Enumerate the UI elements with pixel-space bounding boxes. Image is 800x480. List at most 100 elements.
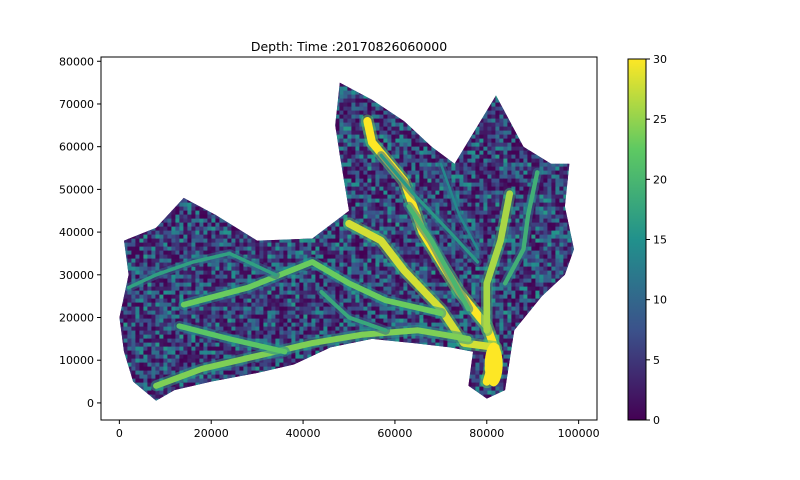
depth-cell [299,106,304,111]
depth-cell [403,214,408,219]
depth-cell [195,126,200,131]
depth-cell [211,226,216,231]
depth-cell [435,154,440,159]
depth-cell [215,210,220,215]
depth-cell [207,162,212,167]
depth-cell [119,202,124,207]
depth-cell [119,166,124,171]
depth-cell [155,130,160,135]
depth-cell [299,98,304,103]
depth-cell [139,98,144,103]
depth-cell [547,114,552,119]
depth-cell [371,242,376,247]
depth-cell [567,170,572,175]
depth-cell [179,210,184,215]
depth-cell [383,222,388,227]
depth-cell [511,86,516,91]
depth-cell [275,222,280,227]
depth-cell [459,186,464,191]
depth-cell [235,162,240,167]
depth-cell [331,242,336,247]
depth-cell [235,130,240,135]
depth-cell [427,94,432,99]
depth-cell [195,162,200,167]
depth-cell [159,154,164,159]
depth-cell [231,82,236,87]
depth-cell [415,254,420,259]
depth-cell [387,142,392,147]
depth-cell [183,150,188,155]
depth-cell [535,122,540,127]
depth-cell [143,246,148,251]
depth-cell [407,226,412,231]
depth-cell [551,174,556,179]
depth-cell [187,114,192,119]
depth-cell [219,110,224,115]
depth-cell [543,82,548,87]
depth-cell [179,238,184,243]
depth-cell [403,134,408,139]
depth-cell [195,218,200,223]
depth-cell [135,122,140,127]
depth-cell [475,210,480,215]
depth-cell [343,118,348,123]
depth-cell [195,246,200,251]
depth-cell [319,214,324,219]
depth-cell [131,102,136,107]
depth-cell [251,162,256,167]
depth-cell [271,134,276,139]
depth-cell [443,106,448,111]
depth-cell [271,130,276,135]
depth-cell [391,86,396,91]
depth-cell [559,222,564,227]
depth-cell [503,182,508,187]
depth-cell [235,194,240,199]
depth-cell [439,246,444,251]
depth-cell [299,94,304,99]
depth-cell [511,142,516,147]
depth-cell [447,150,452,155]
depth-cell [263,150,268,155]
depth-cell [451,210,456,215]
depth-cell [279,82,284,87]
depth-cell [351,118,356,123]
depth-cell [379,198,384,203]
depth-cell [443,126,448,131]
depth-cell [335,98,340,103]
depth-cell [503,162,508,167]
depth-cell [195,222,200,227]
depth-cell [247,222,252,227]
depth-cell [507,90,512,95]
depth-cell [147,182,152,187]
depth-cell [255,190,260,195]
depth-cell [179,214,184,219]
depth-cell [367,218,372,223]
depth-cell [503,126,508,131]
depth-cell [195,134,200,139]
depth-cell [447,238,452,243]
depth-cell [175,82,180,87]
depth-cell [327,122,332,127]
depth-cell [283,118,288,123]
depth-cell [143,174,148,179]
depth-cell [487,158,492,163]
depth-cell [183,246,188,251]
depth-cell [155,170,160,175]
depth-cell [339,170,344,175]
depth-cell [539,154,544,159]
depth-cell [411,230,416,235]
depth-cell [467,210,472,215]
depth-cell [191,98,196,103]
depth-cell [571,106,575,111]
depth-cell [123,210,128,215]
depth-cell [415,114,420,119]
depth-cell [215,222,220,227]
depth-cell [235,182,240,187]
depth-cell [147,134,152,139]
depth-cell [187,242,192,247]
depth-cell [363,206,368,211]
depth-cell [531,110,536,115]
depth-cell [271,158,276,163]
depth-cell [555,86,560,91]
depth-cell [151,186,156,191]
